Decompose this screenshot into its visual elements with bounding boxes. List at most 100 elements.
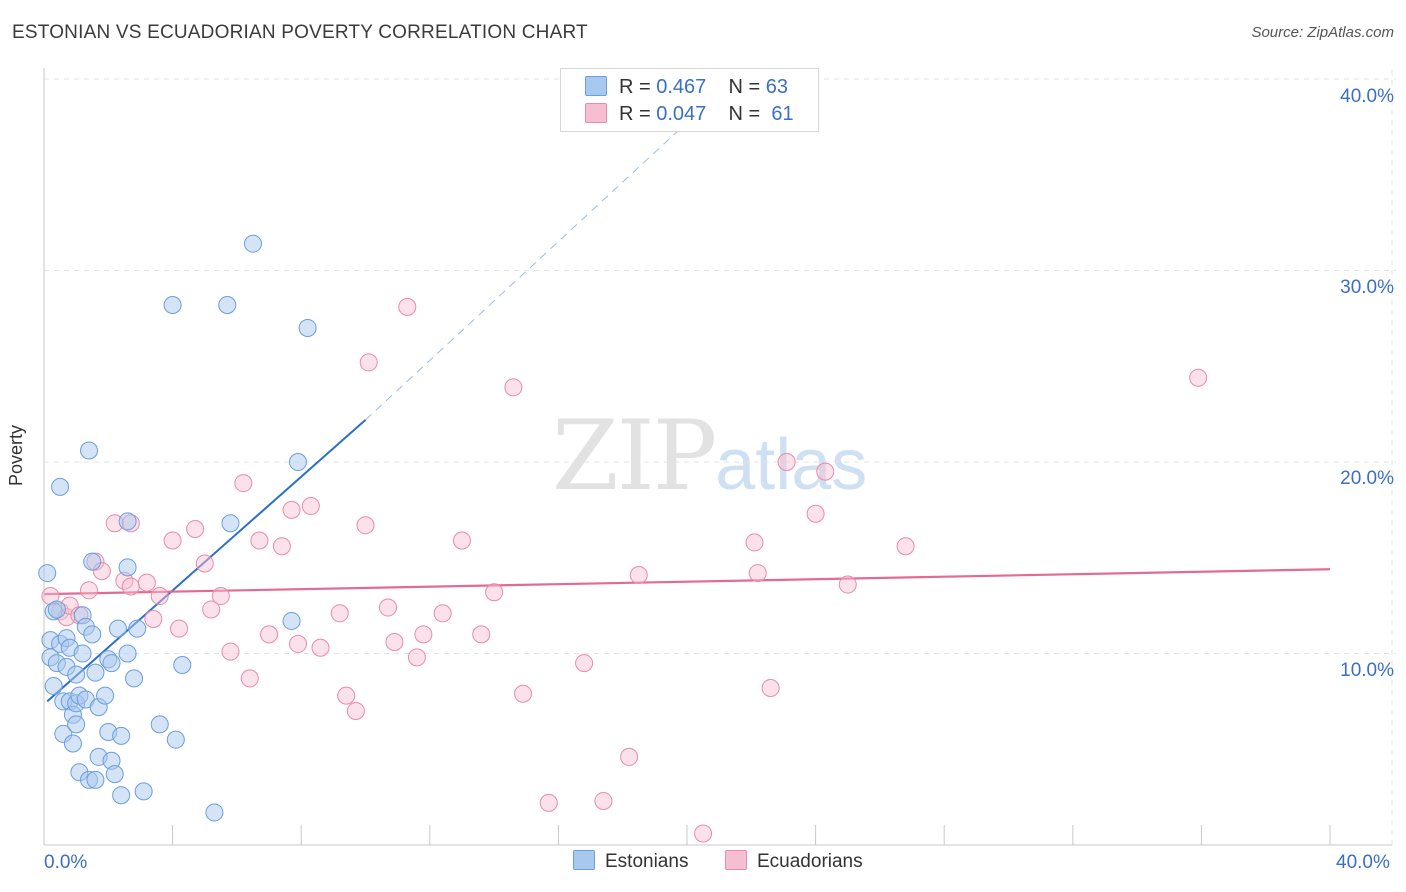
estonians-point-51 <box>166 730 185 749</box>
x-tick-label-min: 0.0% <box>44 852 88 873</box>
ecuadorians-point-19 <box>202 600 221 619</box>
estonians-point-41 <box>112 786 131 805</box>
estonians-point-48 <box>134 782 153 801</box>
estonians-point-55 <box>221 514 240 533</box>
ecuadorians-point-21 <box>221 642 240 661</box>
estonians-trend-dashed <box>365 107 704 421</box>
ecuadorians-point-53 <box>745 533 764 552</box>
ecuadorians-point-33 <box>346 701 365 720</box>
watermark-atlas: atlas <box>715 425 868 505</box>
y-tick-label-20: 20.0% <box>1340 468 1394 489</box>
estonians-point-59 <box>298 318 317 337</box>
ecuadorians-point-36 <box>379 598 398 617</box>
legend-r-label: R = <box>619 103 651 125</box>
estonians-point-8 <box>51 477 70 496</box>
ecuadorians-point-29 <box>301 497 320 516</box>
legend-n-label: N = <box>728 76 761 98</box>
legend-row-estonians: R = 0.467 N = 63 <box>585 74 788 100</box>
estonians-point-57 <box>282 611 301 630</box>
watermark-zip: ZIP <box>552 400 717 512</box>
ecuadorians-point-22 <box>234 474 253 493</box>
ecuadorians-point-44 <box>485 583 504 602</box>
ecuadorians-point-15 <box>163 531 182 550</box>
ecuadorians-point-40 <box>414 625 433 644</box>
y-tick-label-10: 10.0% <box>1340 660 1394 681</box>
ecuadorians-point-10 <box>121 577 140 596</box>
estonians-point-30 <box>86 770 105 789</box>
ecuadorians-point-32 <box>337 686 356 705</box>
ecuadorians-point-55 <box>761 678 780 697</box>
ecuadorians-trend <box>43 568 1331 596</box>
estonians-point-42 <box>112 726 131 745</box>
estonians-point-46 <box>125 669 144 688</box>
ecuadorians-point-25 <box>260 625 279 644</box>
ecuadorians-point-57 <box>806 504 825 523</box>
grid <box>44 70 1396 845</box>
ecuadorians-point-23 <box>240 669 259 688</box>
source-label: Source: ZipAtlas.com <box>1251 24 1394 41</box>
estonians-point-27 <box>80 441 99 460</box>
bottom-legend-swatch-ecuadorians <box>725 850 747 870</box>
ecuadorians-point-5 <box>80 581 99 600</box>
ecuadorians-point-28 <box>288 634 307 653</box>
ecuadorians-point-30 <box>311 638 330 657</box>
estonians-point-6 <box>47 600 66 619</box>
ecuadorians-point-37 <box>385 633 404 652</box>
ecuadorians-point-17 <box>186 520 205 539</box>
ecuadorians-point-41 <box>433 604 452 623</box>
estonians-point-39 <box>105 765 124 784</box>
bottom-legend-label-ecuadorians: Ecuadorians <box>757 851 863 872</box>
estonians-point-28 <box>83 625 102 644</box>
ecuadorians-trend-line <box>43 568 1331 596</box>
ecuadorians-point-52 <box>694 824 713 843</box>
estonians-point-49 <box>150 715 169 734</box>
y-axis-title: Poverty <box>6 424 26 486</box>
estonians-point-52 <box>173 655 192 674</box>
ecuadorians-point-45 <box>504 378 523 397</box>
legend-n-label: N = <box>728 103 761 125</box>
ecuadorians-point-56 <box>777 453 796 471</box>
ecuadorians-point-54 <box>748 564 767 583</box>
ecuadorians-point-43 <box>472 625 491 644</box>
chart-title: ESTONIAN VS ECUADORIAN POVERTY CORRELATI… <box>12 22 588 43</box>
estonians-point-29 <box>83 552 102 571</box>
ecuadorians-point-51 <box>629 565 648 584</box>
watermark: ZIPatlas <box>552 400 867 512</box>
ecuadorians-point-58 <box>816 462 835 481</box>
ecuadorians-point-46 <box>514 684 533 703</box>
ecuadorians-point-39 <box>407 648 426 667</box>
ecuadorians-point-47 <box>539 793 558 812</box>
estonians-point-19 <box>67 715 86 734</box>
estonians-points <box>38 234 317 822</box>
bottom-legend-swatch-estonians <box>573 850 595 870</box>
estonians-point-31 <box>86 663 105 682</box>
legend-n-value: 61 <box>771 103 794 125</box>
estonians-point-40 <box>108 619 127 638</box>
ecuadorians-point-27 <box>282 500 301 519</box>
ecuadorians-point-26 <box>272 537 291 556</box>
ecuadorians-point-13 <box>144 610 163 629</box>
estonians-point-34 <box>96 686 115 705</box>
ecuadorians-point-38 <box>398 297 417 316</box>
ecuadorians-point-20 <box>211 587 230 606</box>
ecuadorians-point-16 <box>170 619 189 638</box>
bottom-legend-label-estonians: Estonians <box>605 851 689 872</box>
legend-r-label: R = <box>619 76 651 98</box>
ecuadorians-point-14 <box>150 587 169 606</box>
ecuadorians-point-48 <box>575 654 594 673</box>
legend: R = 0.467 N = 63 R = 0.047 N = 61 <box>560 68 819 132</box>
ecuadorians-point-31 <box>330 604 349 623</box>
ecuadorians-point-59 <box>838 575 857 594</box>
ecuadorians-point-34 <box>356 516 375 535</box>
estonians-point-44 <box>118 558 137 577</box>
legend-r-value: 0.467 <box>656 76 707 98</box>
legend-swatch-estonians <box>585 76 607 96</box>
ecuadorians-point-18 <box>195 554 214 573</box>
estonians-point-54 <box>218 295 237 314</box>
legend-row-ecuadorians: R = 0.047 N = 61 <box>585 101 794 127</box>
ecuadorians-point-24 <box>250 531 269 550</box>
axes <box>43 68 1392 846</box>
estonians-point-16 <box>63 734 82 753</box>
estonians-point-50 <box>163 295 182 314</box>
